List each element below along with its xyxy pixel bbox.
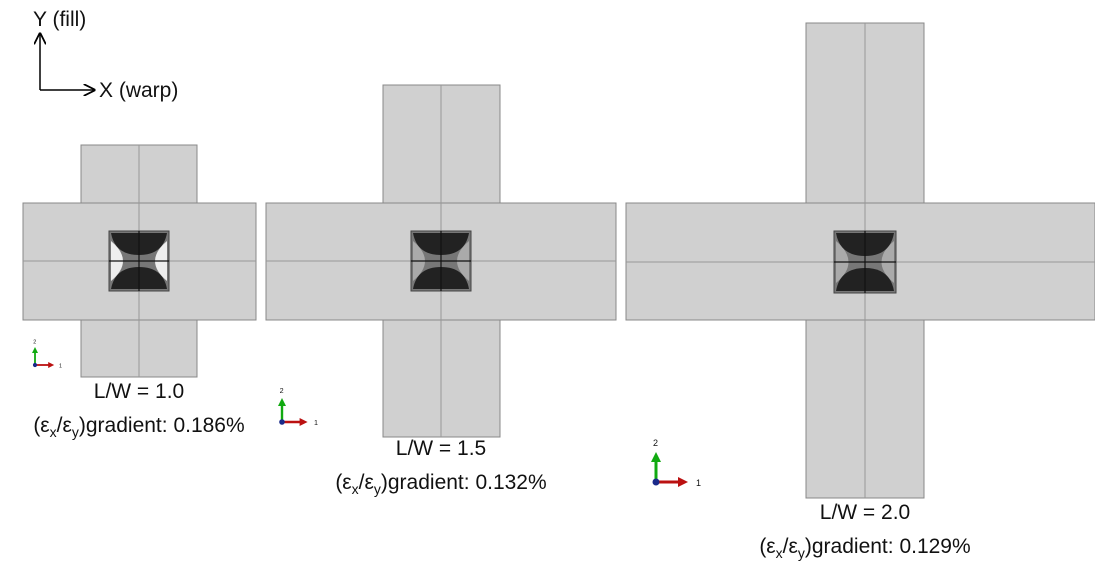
gradient-part: /ε <box>783 535 798 558</box>
triad-label-2: 2 <box>33 339 36 345</box>
gradient-part: (ε <box>759 535 775 558</box>
gradient-part: (ε <box>335 471 351 494</box>
gradient-part: 0.129% <box>899 535 970 558</box>
triad-label-1: 1 <box>696 478 701 488</box>
triad-origin <box>279 419 285 425</box>
diagram: Y (fill) X (warp) L/W = 1.0(εx/εy)gradie… <box>0 0 1095 567</box>
gradient-part: /ε <box>57 414 72 437</box>
cruciform-panel: L/W = 1.5 (εx/εy)gradient: 0.132% <box>266 85 616 497</box>
gradient-label: (εx/εy)gradient: 0.186% <box>33 414 244 440</box>
gradient-part: x <box>50 424 57 440</box>
gradient-part: 0.186% <box>173 414 244 437</box>
triad-head-1 <box>48 362 54 368</box>
x-label: X (warp) <box>99 79 178 102</box>
axes-legend: Y (fill) X (warp) <box>33 8 178 102</box>
gradient-part: x <box>776 545 783 561</box>
gradient-label: (εx/εy)gradient: 0.132% <box>335 471 546 497</box>
triad-label-2: 2 <box>653 438 658 448</box>
gradient-part: x <box>352 481 359 497</box>
orientation-triad: 21 <box>651 438 701 488</box>
gradient-part: )gradient: <box>805 535 900 558</box>
cruciform-panel: L/W = 1.0 (εx/εy)gradient: 0.186% <box>23 145 256 440</box>
ratio-label: L/W = 1.0 <box>94 380 184 403</box>
triad-head-1 <box>678 477 688 487</box>
gradient-label: (εx/εy)gradient: 0.129% <box>759 535 970 561</box>
triad-head-2 <box>32 347 38 353</box>
gradient-part: /ε <box>359 471 374 494</box>
gradient-part: )gradient: <box>79 414 174 437</box>
triad-head-2 <box>278 398 286 406</box>
gradient-part: 0.132% <box>475 471 546 494</box>
triad-origin <box>33 363 37 367</box>
orientation-triad: 21 <box>278 386 318 427</box>
ratio-label: L/W = 2.0 <box>820 501 910 524</box>
gradient-part: (ε <box>33 414 49 437</box>
triad-label-1: 1 <box>314 418 318 427</box>
gradient-part: y <box>72 424 79 440</box>
triad-head-2 <box>651 452 661 462</box>
gradient-part: y <box>374 481 381 497</box>
triad-head-1 <box>300 418 308 426</box>
triad-label-1: 1 <box>59 363 62 369</box>
gradient-part: )gradient: <box>381 471 476 494</box>
ratio-label: L/W = 1.5 <box>396 437 486 460</box>
triad-label-2: 2 <box>280 386 284 395</box>
y-label: Y (fill) <box>33 8 86 31</box>
triad-origin <box>653 479 660 486</box>
gradient-part: y <box>798 545 805 561</box>
orientation-triad: 21 <box>32 339 62 369</box>
